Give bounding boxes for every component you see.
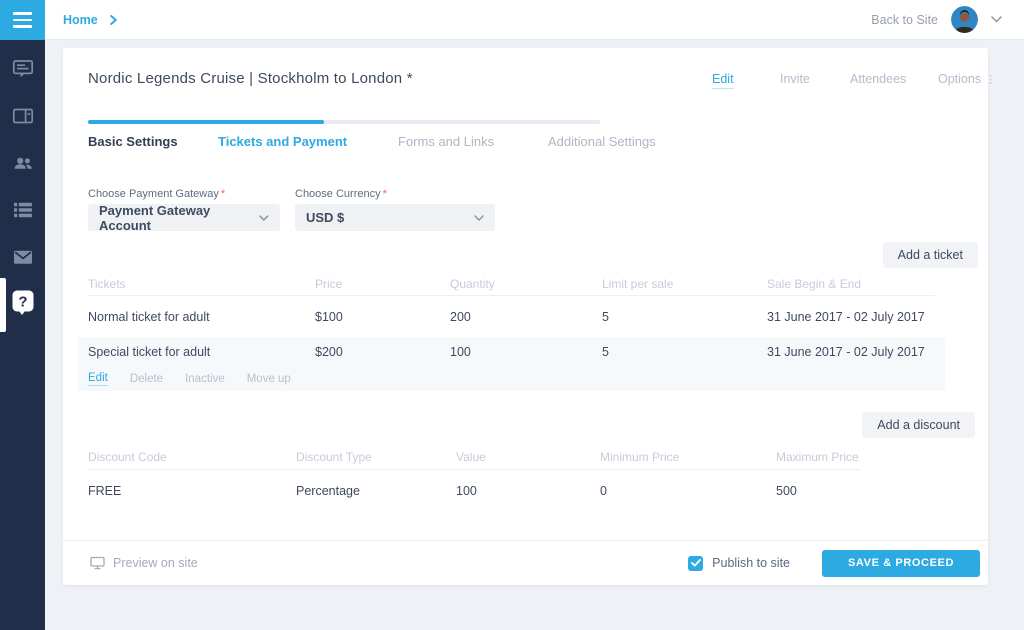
ticket-price: $200 [315,345,343,359]
announcement-icon[interactable] [0,56,45,82]
progress-fill [88,120,324,124]
topbar: Home Back to Site [45,0,1024,40]
ticket-name: Normal ticket for adult [88,309,210,324]
check-icon [690,559,701,567]
discount-code: FREE [88,484,122,498]
breadcrumb-home-link[interactable]: Home [63,12,98,27]
payment-gateway-select[interactable]: Payment Gateway Account [88,203,280,233]
sidebar: ? [0,0,45,630]
mail-icon[interactable] [0,244,45,270]
back-to-site-link[interactable]: Back to Site [871,12,938,27]
ticket-sale-period: 31 June 2017 - 02 July 2017 [767,345,925,359]
discount-row[interactable]: FREE Percentage 100 0 500 [88,470,860,512]
options-link[interactable]: Options ⋮ [938,72,997,86]
edit-link[interactable]: Edit [712,72,734,89]
tab-basic-settings[interactable]: Basic Settings [88,134,178,149]
event-settings-card: Nordic Legends Cruise | Stockholm to Lon… [63,48,996,585]
currency-label: Choose Currency * [295,188,387,200]
breadcrumb: Home [63,13,117,27]
publish-label: Publish to site [712,556,790,570]
ticket-quantity: 200 [450,309,471,324]
add-discount-button[interactable]: Add a discount [862,412,975,438]
people-icon[interactable] [0,150,45,176]
ticket-limit: 5 [602,345,609,359]
ticket-price: $100 [315,309,343,324]
ticket-delete-link[interactable]: Delete [129,373,164,385]
chevron-down-icon [259,214,269,221]
ticket-limit: 5 [602,309,609,324]
list-icon[interactable] [0,197,45,223]
required-asterisk: * [382,188,387,200]
tab-additional-settings[interactable]: Additional Settings [548,134,656,149]
ticket-row-actions: Edit Delete Inactive Move up [88,367,935,391]
page-title: Nordic Legends Cruise | Stockholm to Lon… [88,70,413,87]
preview-on-site-link[interactable]: Preview on site [90,556,198,570]
publish-checkbox[interactable] [688,555,704,571]
attendees-link[interactable]: Attendees [850,72,907,86]
progress-bar [88,120,600,124]
ticket-row-selected[interactable]: Special ticket for adult $200 100 5 31 J… [78,337,945,391]
cutoff-flyout [0,278,6,332]
tab-tickets-and-payment[interactable]: Tickets and Payment [218,134,348,149]
chevron-down-icon [474,214,484,221]
ticket-sale-period: 31 June 2017 - 02 July 2017 [767,309,925,324]
ticket-row[interactable]: Normal ticket for adult $100 200 5 31 Ju… [88,296,935,337]
monitor-icon [90,556,105,570]
avatar[interactable] [951,6,978,33]
currency-select[interactable]: USD $ [295,204,495,231]
add-ticket-button[interactable]: Add a ticket [882,242,978,268]
ticket-inactive-link[interactable]: Inactive [185,373,225,385]
ticket-name: Special ticket for adult [88,345,211,359]
help-icon[interactable]: ? [0,288,45,316]
discount-type: Percentage [296,484,360,498]
panel-icon[interactable] [0,103,45,129]
card-footer: Preview on site Publish to site SAVE & P… [63,540,988,585]
invite-link[interactable]: Invite [780,72,810,86]
chevron-down-icon[interactable] [991,16,1002,23]
menu-icon[interactable] [0,0,45,40]
vertical-dots-icon: ⋮ [985,74,997,86]
discounts-table-header: Discount Code Discount Type Value Minimu… [88,444,860,470]
discounts-table: Discount Code Discount Type Value Minimu… [88,444,860,512]
tickets-table: Tickets Price Quantity Limit per sale Sa… [78,272,945,391]
topbar-right: Back to Site [871,6,1002,33]
chevron-right-icon [109,14,117,25]
ticket-quantity: 100 [450,345,471,359]
discount-min-price: 0 [600,484,607,498]
ticket-moveup-link[interactable]: Move up [246,373,291,385]
tab-forms-and-links[interactable]: Forms and Links [398,134,495,149]
discount-max-price: 500 [776,484,797,498]
ticket-edit-link[interactable]: Edit [88,372,108,386]
svg-text:?: ? [18,293,27,310]
tickets-table-header: Tickets Price Quantity Limit per sale Sa… [88,272,935,296]
save-proceed-button[interactable]: SAVE & PROCEED [822,549,980,577]
required-asterisk: * [220,188,226,200]
discount-value: 100 [456,484,477,498]
payment-gateway-label: Choose Payment Gateway * [88,188,226,200]
